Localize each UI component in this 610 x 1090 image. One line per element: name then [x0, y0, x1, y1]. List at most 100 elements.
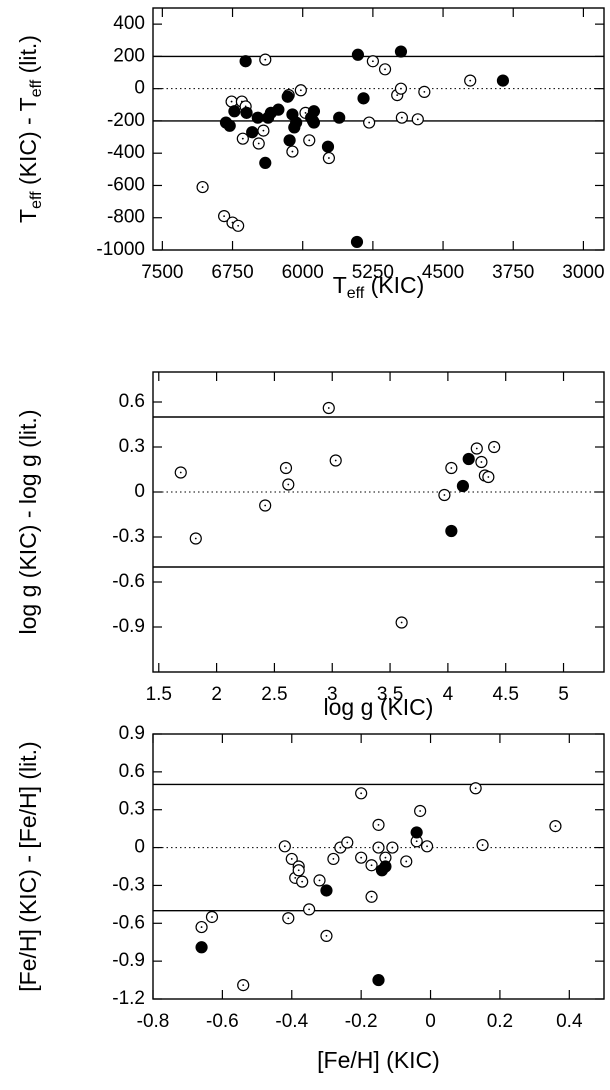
point-group	[386, 841, 399, 854]
point-dot	[360, 856, 363, 859]
point-dot	[179, 471, 182, 474]
point-dot	[194, 537, 197, 540]
point-dot	[285, 467, 287, 469]
subscript: eff	[28, 79, 45, 97]
point-dot	[450, 467, 453, 469]
y-tick-label: -0.3	[112, 874, 145, 895]
filled-point	[496, 74, 510, 87]
point-group	[240, 106, 253, 119]
point-group	[351, 48, 365, 61]
point-group	[228, 105, 241, 118]
x-tick-label: -0.6	[206, 1011, 239, 1032]
point-group	[470, 442, 483, 455]
point-group	[195, 941, 208, 954]
point-group	[469, 782, 482, 795]
point-group	[205, 910, 219, 924]
point-group	[394, 82, 408, 95]
point-dot	[487, 476, 490, 478]
point-group	[410, 826, 423, 839]
point-dot	[423, 90, 426, 93]
point-group	[329, 454, 342, 467]
point-dot	[377, 823, 380, 826]
y-axis-label: [Fe/H] (KIC) - [Fe/H] (lit.)	[15, 741, 41, 991]
filled-point	[283, 134, 296, 147]
point-group	[379, 851, 392, 864]
point-dot	[368, 121, 371, 124]
filled-point	[462, 452, 475, 466]
filled-point	[251, 111, 264, 124]
point-group	[218, 210, 231, 223]
point-group	[307, 105, 321, 118]
point-dot	[426, 845, 428, 848]
point-dot	[474, 787, 477, 790]
y-tick-label: -400	[107, 142, 145, 163]
point-group	[321, 140, 335, 153]
point-group	[366, 55, 379, 68]
filled-point	[288, 121, 301, 134]
point-group	[456, 479, 470, 493]
point-group	[252, 137, 265, 150]
x-tick-label: 2	[211, 684, 222, 705]
point-group	[445, 461, 458, 475]
point-group	[313, 874, 326, 887]
x-tick-label: 0.4	[556, 1011, 583, 1032]
point-group	[350, 235, 364, 249]
point-dot	[328, 157, 330, 159]
y-tick-label: -600	[107, 174, 145, 195]
point-group	[272, 103, 285, 116]
subscript: eff	[28, 191, 45, 209]
point-dot	[230, 100, 233, 103]
point-group	[333, 111, 346, 124]
point-group	[237, 979, 250, 992]
plot-frame	[152, 7, 605, 251]
filled-point	[239, 55, 252, 68]
y-axis-label: log g (KIC) - log g (lit.)	[15, 410, 41, 635]
y-axis-label: Teff (KIC) - Teff (lit.)	[15, 35, 45, 223]
point-dot	[223, 215, 226, 218]
y-tick-label: -0.3	[112, 526, 145, 547]
filled-point	[394, 45, 408, 58]
filled-point	[351, 48, 365, 61]
y-tick-label: 0	[134, 481, 145, 502]
point-dot	[384, 856, 387, 859]
point-group	[292, 864, 305, 877]
point-group	[357, 92, 370, 105]
point-dot	[200, 926, 203, 928]
filled-point	[228, 105, 241, 118]
point-group	[320, 929, 333, 943]
x-tick-label: 5250	[352, 262, 394, 283]
point-group	[286, 145, 299, 158]
point-dot	[287, 483, 290, 486]
point-dot	[475, 447, 478, 450]
y-tick-label: 0.3	[119, 799, 145, 820]
filled-point	[281, 90, 294, 103]
point-dot	[405, 860, 408, 863]
point-dot	[257, 142, 260, 145]
label-part: T	[15, 209, 41, 223]
point-dot	[290, 858, 293, 860]
point-dot	[304, 111, 307, 114]
point-group	[549, 820, 562, 833]
point-dot	[415, 840, 418, 843]
filled-point	[307, 116, 321, 129]
point-dot	[308, 139, 311, 142]
x-axis-label: log g (KIC)	[324, 694, 434, 720]
point-group	[355, 787, 368, 800]
point-group	[400, 855, 413, 868]
point-group	[232, 219, 245, 232]
y-tick-label: 0.6	[119, 391, 145, 412]
filled-point	[223, 119, 236, 132]
filled-point	[307, 105, 321, 118]
point-dot	[391, 846, 394, 849]
filled-point	[321, 140, 335, 153]
filled-point	[272, 103, 285, 116]
label-part: (KIC)	[364, 272, 424, 298]
point-dot	[241, 137, 244, 140]
point-group	[365, 859, 378, 872]
point-dot	[481, 844, 484, 846]
point-dot	[334, 459, 337, 462]
point-group	[294, 84, 307, 97]
